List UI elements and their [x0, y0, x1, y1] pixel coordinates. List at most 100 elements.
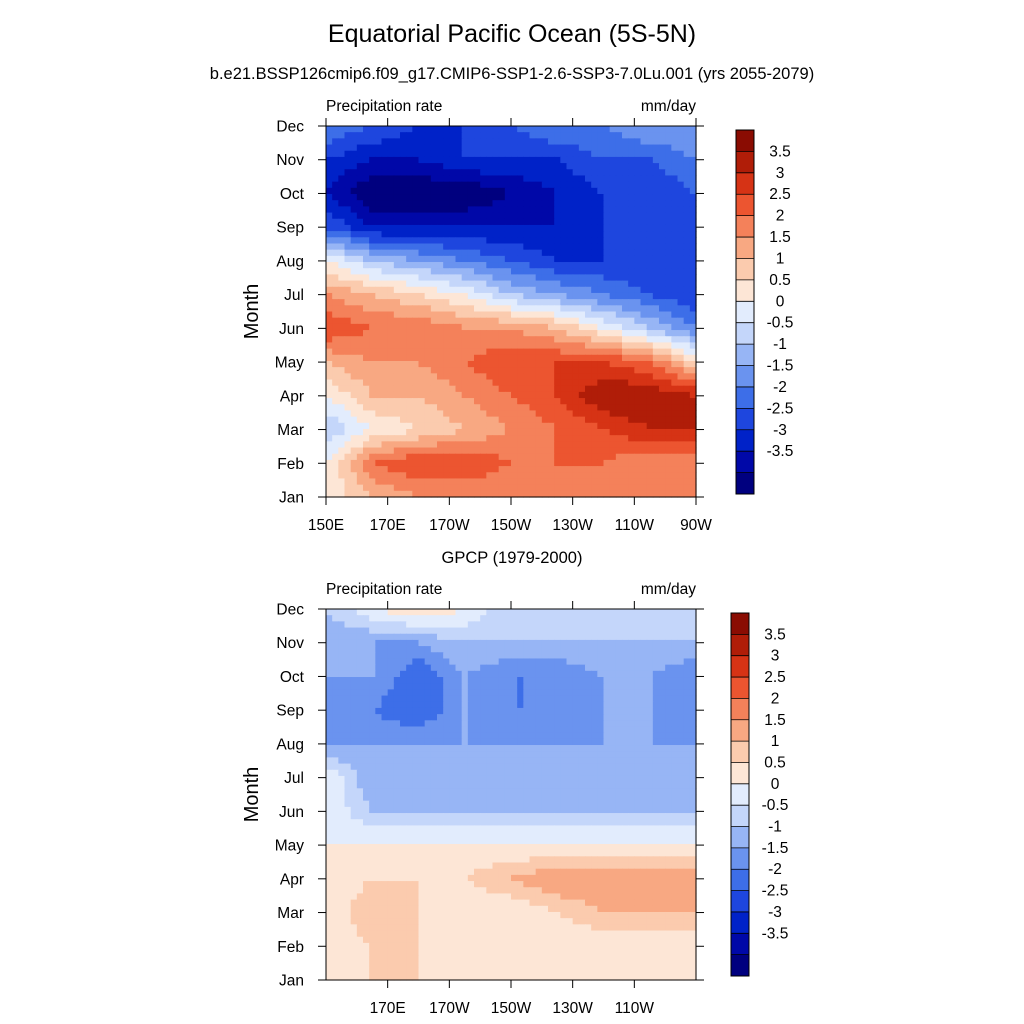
heatmap-cell [529, 212, 537, 220]
heatmap-cell [486, 200, 494, 207]
heatmap-cell [356, 422, 364, 430]
heatmap-cell [665, 428, 672, 436]
heatmap-cell [628, 194, 635, 201]
heatmap-cell [622, 726, 629, 734]
heatmap-cell [628, 720, 635, 728]
heatmap-cell [461, 714, 469, 721]
heatmap-cell [387, 701, 395, 709]
heatmap-cell [344, 646, 352, 653]
heatmap-cell [387, 206, 395, 214]
heatmap-cell [628, 664, 635, 672]
heatmap-cell [560, 658, 568, 666]
heatmap-cell [449, 391, 457, 399]
heatmap-cell [683, 212, 691, 220]
heatmap-cell [591, 156, 598, 164]
heatmap-cell [566, 385, 574, 393]
heatmap-cell [344, 317, 352, 325]
heatmap-cell [640, 707, 648, 715]
heatmap-cell [363, 695, 370, 703]
y-tick-label: Mar [277, 422, 304, 439]
heatmap-cell [326, 231, 333, 238]
heatmap-cell [529, 243, 537, 251]
heatmap-cell [652, 466, 660, 473]
heatmap-cell [628, 441, 635, 449]
heatmap-cell [492, 317, 500, 325]
heatmap-cell [412, 441, 420, 449]
heatmap-cell [474, 243, 481, 251]
heatmap-cell [412, 367, 420, 374]
heatmap-cell [437, 689, 444, 697]
heatmap-cell [406, 670, 413, 678]
heatmap-cell [375, 707, 383, 715]
heatmap-cell [523, 652, 531, 660]
heatmap-cell [529, 206, 537, 214]
heatmap-cell [418, 323, 426, 331]
heatmap-cell [597, 441, 605, 449]
heatmap-cell [418, 447, 426, 455]
heatmap-cell [400, 416, 407, 424]
heatmap-cell [634, 212, 642, 220]
heatmap-cell [480, 144, 487, 152]
heatmap-cell [659, 144, 666, 152]
heatmap-cell [548, 410, 555, 418]
heatmap-cell [443, 695, 450, 703]
heatmap-cell [412, 212, 420, 220]
heatmap-cell [640, 156, 648, 164]
heatmap-cell [375, 726, 383, 734]
heatmap-cell [578, 379, 586, 387]
heatmap-cell [381, 231, 389, 238]
heatmap-cell [665, 720, 672, 728]
heatmap-cell [529, 379, 537, 387]
heatmap-cell [363, 453, 370, 461]
heatmap-cell [671, 701, 679, 709]
heatmap-cell [578, 268, 586, 275]
heatmap-cell [511, 243, 518, 251]
heatmap-cell [578, 435, 586, 442]
heatmap-cell [572, 218, 580, 226]
heatmap-cell [375, 484, 383, 492]
heatmap-cell [504, 428, 512, 436]
heatmap-cell [455, 484, 463, 492]
heatmap-cell [548, 280, 555, 288]
heatmap-cell [424, 435, 432, 442]
heatmap-cell [437, 138, 444, 146]
heatmap-cell [640, 379, 648, 387]
heatmap-cell [486, 646, 494, 653]
heatmap-cell [603, 695, 611, 703]
heatmap-cell [393, 212, 401, 220]
heatmap-cell [332, 410, 339, 418]
heatmap-cell [640, 621, 648, 629]
heatmap-cell [671, 404, 679, 412]
heatmap-cell [511, 447, 518, 455]
heatmap-cell [467, 459, 475, 467]
heatmap-cell [326, 484, 333, 492]
heatmap-cell [665, 658, 672, 666]
heatmap-cell [504, 398, 512, 405]
heatmap-cell [474, 126, 481, 133]
heatmap-cell [517, 472, 524, 480]
heatmap-cell [572, 466, 580, 473]
heatmap-cell [634, 478, 642, 486]
heatmap-cell [467, 714, 475, 721]
heatmap-cell [523, 330, 531, 337]
heatmap-cell [529, 670, 537, 678]
heatmap-cell [430, 609, 438, 616]
heatmap-cell [369, 163, 376, 170]
heatmap-cell [511, 398, 518, 405]
heatmap-cell [659, 126, 666, 133]
heatmap-cell [541, 391, 549, 399]
heatmap-cell [652, 478, 660, 486]
heatmap-cell [683, 732, 691, 740]
heatmap-cell [443, 459, 450, 467]
heatmap-cell [387, 274, 395, 282]
heatmap-cell [418, 385, 426, 393]
colorbar-label: 3 [776, 165, 785, 182]
heatmap-cell [591, 360, 598, 368]
heatmap-cell [424, 472, 432, 480]
heatmap-cell [406, 677, 413, 684]
heatmap-cell [430, 652, 438, 660]
heatmap-cell [541, 609, 549, 616]
heatmap-cell [480, 218, 487, 226]
heatmap-cell [652, 379, 660, 387]
heatmap-cell [363, 169, 370, 177]
